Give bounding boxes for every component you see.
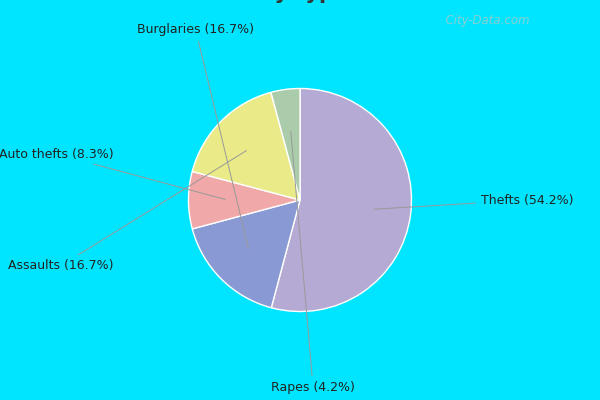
- Wedge shape: [271, 88, 300, 200]
- Wedge shape: [271, 88, 412, 312]
- Wedge shape: [192, 200, 300, 308]
- Text: Assaults (16.7%): Assaults (16.7%): [8, 150, 247, 272]
- Text: Auto thefts (8.3%): Auto thefts (8.3%): [0, 148, 225, 199]
- Text: Thefts (54.2%): Thefts (54.2%): [374, 194, 574, 209]
- Wedge shape: [192, 92, 300, 200]
- Wedge shape: [188, 172, 300, 229]
- Text: Burglaries (16.7%): Burglaries (16.7%): [137, 23, 254, 248]
- Title: Crimes by type - 2016: Crimes by type - 2016: [171, 0, 429, 3]
- Text: Rapes (4.2%): Rapes (4.2%): [271, 131, 355, 394]
- Text: City-Data.com: City-Data.com: [438, 14, 530, 27]
